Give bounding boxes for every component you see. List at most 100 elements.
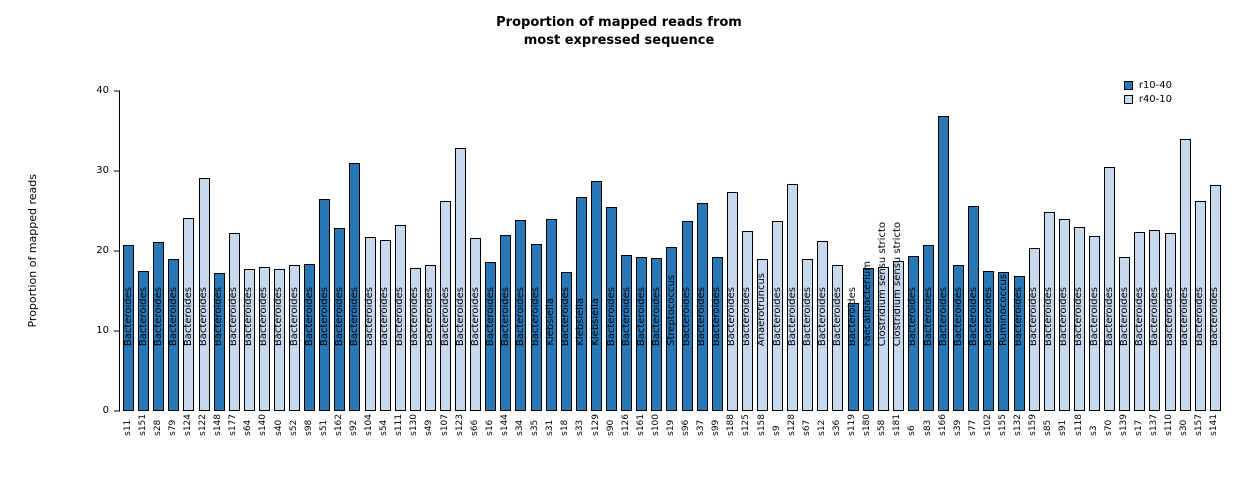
bar xyxy=(1058,219,1070,411)
bar-slot: Bacteroides xyxy=(1102,91,1117,411)
bar-slot: Clostridium sensu stricto xyxy=(891,91,906,411)
bar-organism-label: Bacteroides xyxy=(530,286,542,346)
bar xyxy=(1089,235,1101,411)
bar xyxy=(575,197,587,411)
bar xyxy=(500,235,512,411)
x-tick-label: s64 xyxy=(243,419,254,436)
x-tick: s91 xyxy=(1057,414,1072,436)
bar-organism-label: Bacteroides xyxy=(333,286,345,346)
x-tick: s58 xyxy=(876,414,891,436)
x-tick-label: s79 xyxy=(167,419,178,436)
x-axis-labels: s11 s151 s28 s79 s124 s122 s148 s177 s64 s140 s40 s… xyxy=(121,414,1223,436)
y-tick-mark xyxy=(114,410,120,412)
x-tick-label: s83 xyxy=(922,419,933,436)
x-tick: s3 xyxy=(1087,414,1102,435)
bar-slot: Ruminococcus xyxy=(996,91,1011,411)
bar-organism-label: Bacteroides xyxy=(696,286,708,346)
bar-slot: Bacteroides xyxy=(619,91,634,411)
x-tick: s100 xyxy=(649,414,664,436)
bar-slot: Klebsiella xyxy=(544,91,559,411)
x-tick-label: s162 xyxy=(333,414,344,436)
bar-slot: Bacteroides xyxy=(1057,91,1072,411)
x-tick-label: s159 xyxy=(1028,414,1039,436)
bar xyxy=(198,178,210,411)
x-tick-label: s144 xyxy=(499,414,510,436)
x-tick: s180 xyxy=(861,414,876,436)
x-tick: s12 xyxy=(815,414,830,436)
bar xyxy=(485,262,497,411)
bar-slot: Bacteroides xyxy=(438,91,453,411)
bar-slot: Bacteroides xyxy=(936,91,951,411)
bar-organism-label: Bacteroides xyxy=(922,286,934,346)
bar-slot: Bacteroides xyxy=(242,91,257,411)
bar-slot: Bacteroides xyxy=(121,91,136,411)
bar-slot: Bacteroides xyxy=(347,91,362,411)
x-tick: s155 xyxy=(996,414,1011,436)
bar xyxy=(364,236,376,411)
bar-organism-label: Bacteroides xyxy=(1179,286,1191,346)
chart-title: Proportion of mapped reads from most exp… xyxy=(0,14,1238,49)
bar-organism-label: Bacteroides xyxy=(469,286,481,346)
x-tick-label: s33 xyxy=(575,419,586,436)
bar-organism-label: Bacteroides xyxy=(258,286,270,346)
x-tick-label: s139 xyxy=(1118,414,1129,436)
x-tick: s49 xyxy=(423,414,438,436)
bar-organism-label: Bacteroides xyxy=(228,286,240,346)
bar-organism-label: Bacteroides xyxy=(741,286,753,346)
bar-slot: Bacteroides xyxy=(921,91,936,411)
bar-organism-label: Bacteroides xyxy=(1148,286,1160,346)
x-tick-label: s30 xyxy=(1179,419,1190,436)
bar-organism-label: Bacteroides xyxy=(424,286,436,346)
x-tick-label: s107 xyxy=(439,414,450,436)
x-tick: s137 xyxy=(1147,414,1162,436)
bar-slot: Bacteroides xyxy=(196,91,211,411)
bar-slot: Bacteroides xyxy=(604,91,619,411)
x-tick-label: s122 xyxy=(198,414,209,436)
bar-slot: Bacteroides xyxy=(529,91,544,411)
bar xyxy=(907,255,919,411)
bar xyxy=(877,267,889,411)
x-tick: s128 xyxy=(785,414,800,436)
bar-organism-label: Bacteroides xyxy=(831,286,843,346)
bar-slot: Bacteroides xyxy=(498,91,513,411)
bar-organism-label: Bacteroides xyxy=(273,286,285,346)
bar-slot: Bacteroides xyxy=(1117,91,1132,411)
x-tick: s99 xyxy=(710,414,725,436)
bar xyxy=(696,203,708,411)
x-tick: s98 xyxy=(302,414,317,436)
bar xyxy=(787,183,799,411)
bar-organism-label: Ruminococcus xyxy=(997,274,1009,346)
bar-slot: Bacteroides xyxy=(846,91,861,411)
bar-slot: Bacteroides xyxy=(332,91,347,411)
y-axis-title: Proportion of mapped reads xyxy=(26,174,39,328)
bar-organism-label: Bacteroides xyxy=(1194,286,1206,346)
x-tick-label: s91 xyxy=(1058,419,1069,436)
bar xyxy=(228,232,240,411)
bar-organism-label: Bacteroides xyxy=(1043,286,1055,346)
x-tick: s92 xyxy=(347,414,362,436)
bar-slot: Bacteroides xyxy=(559,91,574,411)
bar xyxy=(334,227,346,411)
x-tick-label: s12 xyxy=(816,419,827,436)
bar xyxy=(123,245,135,411)
x-tick: s140 xyxy=(257,414,272,436)
y-tick-label: 20 xyxy=(96,245,109,256)
x-tick-label: s123 xyxy=(454,414,465,436)
bar xyxy=(983,271,995,411)
legend-label: r40-10 xyxy=(1138,94,1172,105)
x-tick: s6 xyxy=(906,414,921,435)
x-tick: s159 xyxy=(1027,414,1042,436)
bar xyxy=(243,268,255,411)
bar xyxy=(545,219,557,411)
x-tick: s162 xyxy=(332,414,347,436)
x-tick-label: s140 xyxy=(258,414,269,436)
x-tick-label: s77 xyxy=(967,419,978,436)
bar xyxy=(1073,227,1085,411)
y-axis: 0 10 20 30 40 xyxy=(92,86,120,416)
legend: r10-40 r40-10 xyxy=(1123,80,1172,108)
bar xyxy=(153,242,165,411)
bar-slot: Bacteroides xyxy=(1208,91,1223,411)
x-tick-label: s130 xyxy=(409,414,420,436)
x-tick: s144 xyxy=(498,414,513,436)
bar-organism-label: Bacteroides xyxy=(726,286,738,346)
